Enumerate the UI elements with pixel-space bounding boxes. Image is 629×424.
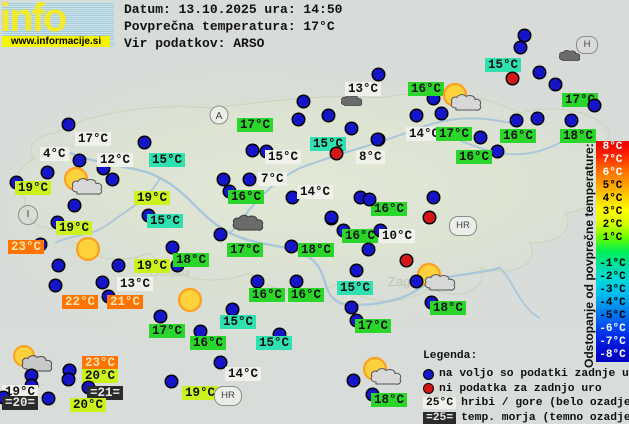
svg-text:A: A: [216, 111, 223, 122]
